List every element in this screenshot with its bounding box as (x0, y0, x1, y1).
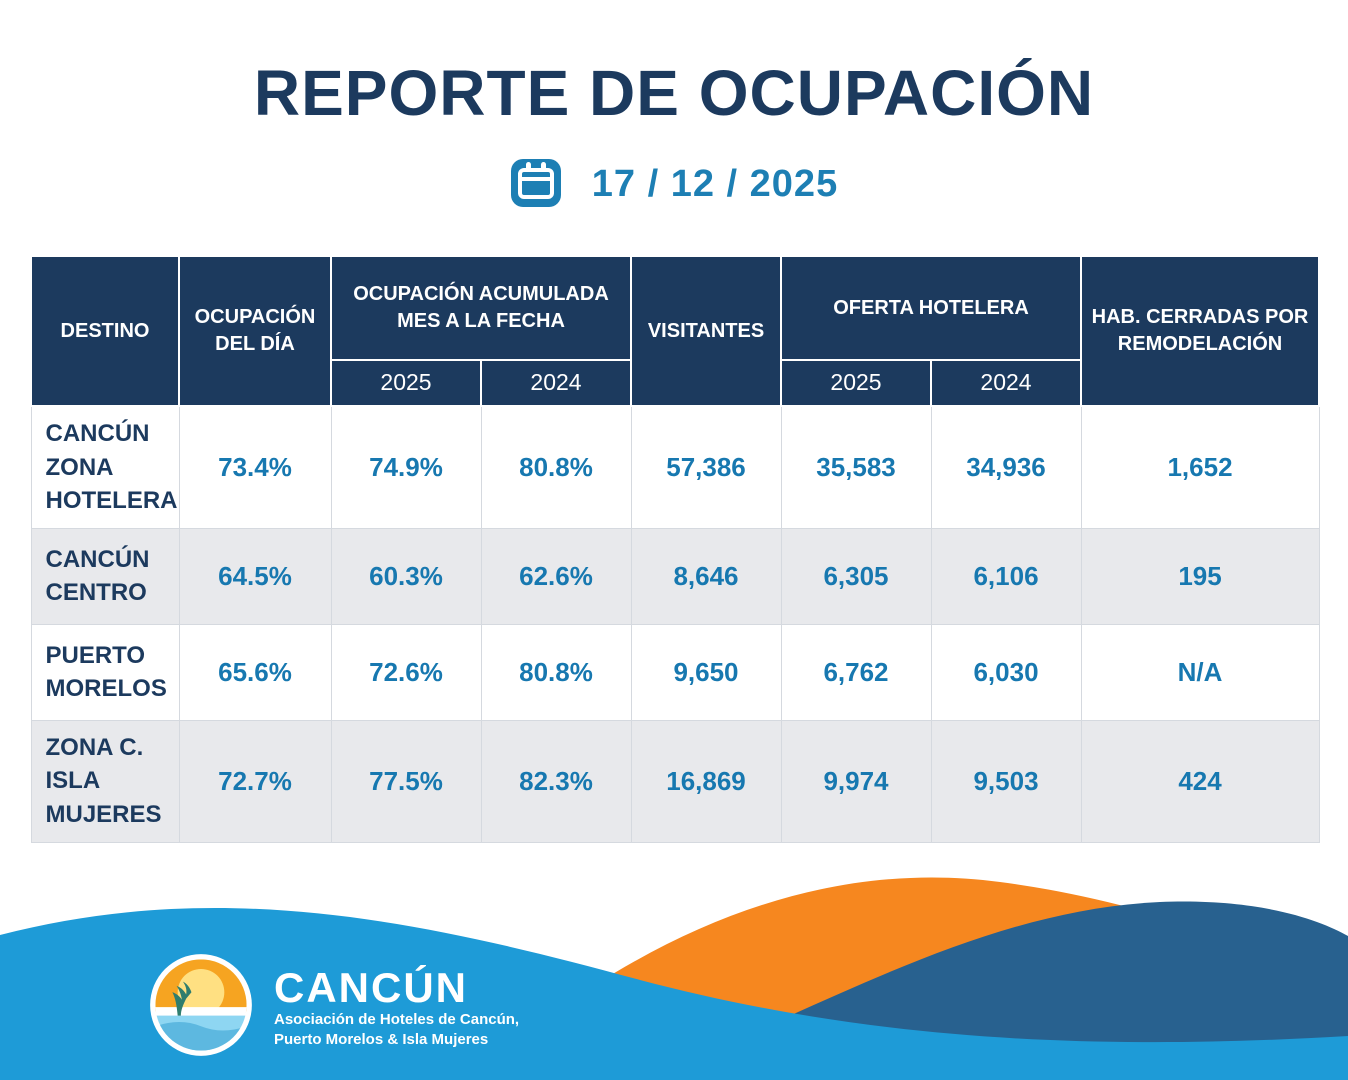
table-cell: 74.9% (330, 405, 482, 529)
logo-text: CANCÚN Asociación de Hoteles de Cancún, … (274, 963, 520, 1049)
table-cell: 6,030 (930, 623, 1082, 721)
table-cell: 57,386 (630, 405, 782, 529)
subheader-oferta-2025: 2025 (780, 359, 932, 407)
table-cell: 72.6% (330, 623, 482, 721)
table-cell: 64.5% (178, 527, 332, 625)
table-row: CANCÚN CENTRO 64.5% 60.3% 62.6% 8,646 6,… (30, 527, 1320, 625)
association-logo: CANCÚN Asociación de Hoteles de Cancún, … (148, 952, 519, 1063)
table-cell: 34,936 (930, 405, 1082, 529)
table-cell: 80.8% (480, 623, 632, 721)
table-cell: 62.6% (480, 527, 632, 625)
col-header-hab-cerradas: HAB. CERRADAS POR REMODELACIÓN (1080, 255, 1321, 407)
table-cell: 1,652 (1080, 405, 1320, 529)
table-cell: 6,762 (780, 623, 932, 721)
table-cell: 60.3% (330, 527, 482, 625)
col-header-oferta: OFERTA HOTELERA (779, 255, 1083, 361)
table-cell: 6,305 (780, 527, 932, 625)
destination-cell: CANCÚN ZONA HOTELERA (30, 405, 180, 529)
table-cell: 16,869 (630, 719, 782, 843)
subheader-acumulada-2024: 2024 (480, 359, 632, 407)
col-header-destino: DESTINO (30, 255, 180, 407)
subheader-oferta-2024: 2024 (929, 359, 1083, 407)
table-row: PUERTO MORELOS 65.6% 72.6% 80.8% 9,650 6… (30, 623, 1320, 721)
calendar-icon (510, 156, 562, 213)
col-header-acumulada: OCUPACIÓN ACUMULADA MES A LA FECHA (330, 255, 632, 361)
col-header-ocupacion-dia: OCUPACIÓN DEL DÍA (178, 255, 332, 407)
table-row: ZONA C. ISLA MUJERES 72.7% 77.5% 82.3% 1… (30, 719, 1320, 843)
logo-emblem-icon (148, 952, 254, 1063)
destination-cell: ZONA C. ISLA MUJERES (30, 719, 180, 843)
table-cell: 424 (1080, 719, 1320, 843)
table-cell: 77.5% (330, 719, 482, 843)
page-title: REPORTE DE OCUPACIÓN (253, 57, 1095, 129)
table-cell: 9,974 (780, 719, 932, 843)
logo-subtitle-line1: Asociación de Hoteles de Cancún, (274, 1011, 520, 1029)
table-cell: 8,646 (630, 527, 782, 625)
table-cell: 6,106 (930, 527, 1082, 625)
subheader-acumulada-2025: 2025 (330, 359, 482, 407)
table-cell: 35,583 (780, 405, 932, 529)
report-date: 17 / 12 / 2025 (591, 163, 839, 205)
table-cell: N/A (1080, 623, 1320, 721)
date-row: 17 / 12 / 2025 (0, 156, 1348, 213)
destination-cell: CANCÚN CENTRO (30, 527, 180, 625)
table-cell: 82.3% (480, 719, 632, 843)
table-cell: 9,503 (930, 719, 1082, 843)
footer-waves (0, 877, 1348, 1080)
logo-title: CANCÚN (274, 963, 468, 1011)
destination-cell: PUERTO MORELOS (30, 623, 180, 721)
occupancy-table: DESTINO OCUPACIÓN DEL DÍA OCUPACIÓN ACUM… (30, 255, 1321, 843)
table-cell: 73.4% (178, 405, 332, 529)
table-cell: 65.6% (178, 623, 332, 721)
table-cell: 72.7% (178, 719, 332, 843)
col-header-visitantes: VISITANTES (630, 255, 782, 407)
wave-light-blue (0, 908, 1348, 1080)
occupancy-table-wrap: DESTINO OCUPACIÓN DEL DÍA OCUPACIÓN ACUM… (30, 255, 1321, 843)
logo-subtitle-line2: Puerto Morelos & Isla Mujeres (274, 1030, 489, 1048)
table-row: CANCÚN ZONA HOTELERA 73.4% 74.9% 80.8% 5… (30, 405, 1320, 529)
table-cell: 195 (1080, 527, 1320, 625)
table-cell: 80.8% (480, 405, 632, 529)
table-cell: 9,650 (630, 623, 782, 721)
